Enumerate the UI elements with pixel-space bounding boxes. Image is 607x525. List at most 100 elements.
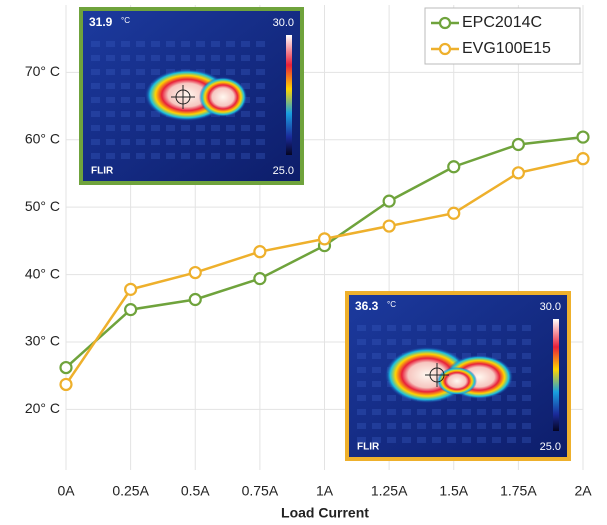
texture: [181, 55, 190, 61]
texture: [226, 139, 235, 145]
texture: [151, 153, 160, 159]
texture: [91, 55, 100, 61]
texture: [241, 83, 250, 89]
texture: [226, 153, 235, 159]
data-point: [124, 303, 138, 317]
texture: [121, 139, 130, 145]
texture: [417, 325, 426, 331]
texture: [507, 437, 516, 443]
texture: [91, 111, 100, 117]
data-point: [576, 130, 590, 144]
temperature-unit: °C: [387, 300, 396, 309]
texture: [211, 69, 220, 75]
data-point: [382, 194, 396, 208]
texture: [241, 111, 250, 117]
texture: [417, 437, 426, 443]
texture: [106, 69, 115, 75]
texture: [256, 69, 265, 75]
texture: [462, 395, 471, 401]
colorbar: [286, 35, 292, 155]
scale-max: 30.0: [273, 17, 294, 29]
texture: [211, 41, 220, 47]
texture: [357, 367, 366, 373]
texture: [522, 367, 531, 373]
scale-max: 30.0: [540, 301, 561, 313]
texture: [106, 111, 115, 117]
texture: [477, 325, 486, 331]
texture: [166, 55, 175, 61]
y-tick-label: 30° C: [25, 333, 60, 349]
texture: [462, 423, 471, 429]
y-tick-label: 60° C: [25, 130, 60, 146]
texture: [507, 381, 516, 387]
texture: [91, 125, 100, 131]
texture: [432, 437, 441, 443]
texture: [462, 325, 471, 331]
texture: [181, 153, 190, 159]
texture: [372, 423, 381, 429]
texture: [417, 423, 426, 429]
x-tick-label: 1.5A: [439, 483, 468, 499]
texture: [447, 437, 456, 443]
texture: [372, 395, 381, 401]
data-point: [59, 360, 73, 375]
texture: [507, 367, 516, 373]
texture: [121, 125, 130, 131]
texture: [241, 69, 250, 75]
texture: [357, 339, 366, 345]
texture: [166, 125, 175, 131]
texture: [462, 437, 471, 443]
texture: [121, 55, 130, 61]
texture: [121, 97, 130, 103]
texture: [121, 69, 130, 75]
legend-marker: [438, 42, 452, 56]
texture: [241, 139, 250, 145]
brand-logo: FLIR: [91, 166, 114, 177]
texture: [387, 353, 396, 359]
texture: [136, 41, 145, 47]
texture: [447, 325, 456, 331]
texture: [447, 395, 456, 401]
texture: [522, 437, 531, 443]
texture: [357, 325, 366, 331]
texture: [121, 111, 130, 117]
texture: [357, 437, 366, 443]
texture: [151, 125, 160, 131]
texture: [136, 153, 145, 159]
thermal-inset: 36.3 °C 30.0 25.0 FLIR: [345, 291, 571, 461]
texture: [522, 395, 531, 401]
texture: [402, 409, 411, 415]
texture: [492, 437, 501, 443]
texture: [256, 153, 265, 159]
texture: [387, 423, 396, 429]
texture: [492, 353, 501, 359]
texture: [432, 423, 441, 429]
texture: [151, 139, 160, 145]
texture: [462, 339, 471, 345]
data-point: [124, 282, 138, 296]
data-point: [511, 166, 525, 180]
texture: [507, 339, 516, 345]
texture: [136, 97, 145, 103]
texture: [166, 153, 175, 159]
texture: [417, 409, 426, 415]
texture: [166, 41, 175, 47]
texture: [357, 409, 366, 415]
texture: [507, 409, 516, 415]
texture: [91, 139, 100, 145]
y-tick-label: 20° C: [25, 400, 60, 416]
x-axis-label: Load Current: [281, 505, 369, 521]
texture: [106, 153, 115, 159]
texture: [211, 139, 220, 145]
y-tick-label: 40° C: [25, 265, 60, 281]
texture: [447, 423, 456, 429]
texture: [256, 139, 265, 145]
data-point: [317, 232, 332, 246]
texture: [106, 41, 115, 47]
texture: [507, 353, 516, 359]
data-point: [253, 272, 267, 286]
texture: [477, 409, 486, 415]
data-point: [447, 160, 461, 174]
data-point: [188, 292, 202, 307]
